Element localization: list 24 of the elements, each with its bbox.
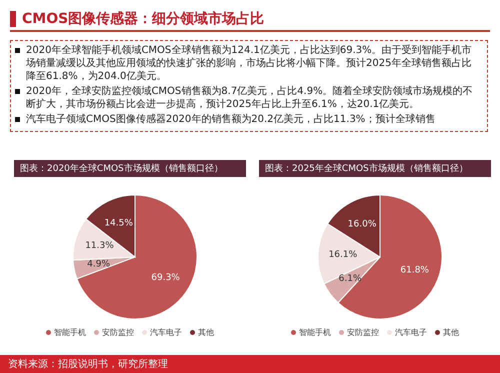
legend-label: 其他: [442, 327, 459, 338]
pie-slice: [76, 194, 198, 320]
chart-title: 图表：2020年全球CMOS市场规模（销售额口径）: [14, 160, 246, 177]
data-label: 16.0%: [348, 219, 377, 230]
text: CMOS图像传感器：细分领域市场占比: [22, 10, 264, 28]
data-label: 4.9%: [87, 260, 110, 270]
legend-label: 智能手机: [53, 327, 86, 338]
legend-label: 智能手机: [298, 327, 331, 338]
legend-label: 其他: [197, 327, 214, 338]
legend-label: 安防监控: [101, 327, 134, 338]
chart-title: 图表：2025年全球CMOS市场规模（销售额口径）: [259, 160, 491, 177]
text: 汽车电子领域CMOS图像传感器2020年的销售额为20.2亿美元，占比11.3%；预计全球销售: [26, 113, 436, 126]
data-label: 14.5%: [104, 218, 134, 229]
data-label: 69.3%: [151, 273, 180, 284]
data-label: 61.8%: [400, 265, 430, 276]
legend-label: 汽车电子: [149, 327, 182, 338]
text: 资料来源：招股说明书，研究所整理: [8, 358, 168, 371]
data-label: 11.3%: [85, 240, 114, 251]
legend-label: 安防监控: [346, 327, 379, 338]
text: 2020年，全球安防监控领域CMOS销售额为8.7亿美元，占比4.9%。随着全球安防领域市场规模的不断扩大，其市场份额占比会进一步提高，预计2025年占比上升至6.1%，达20.1亿美元。: [26, 85, 474, 111]
data-label: 6.1%: [338, 274, 362, 284]
data-label: 16.1%: [328, 250, 358, 260]
text: 2020年全球智能手机领域CMOS全球销售额为124.1亿美元，占比达到69.3%。由于受到智能手机市场销量减缓以及其他应用领域的快速扩张的影响，市场占比将小幅下降。预计2025年全球销售额占比降至61.8%，为204.0亿美元。: [26, 44, 473, 83]
legend-label: 汽车电子: [394, 327, 427, 338]
